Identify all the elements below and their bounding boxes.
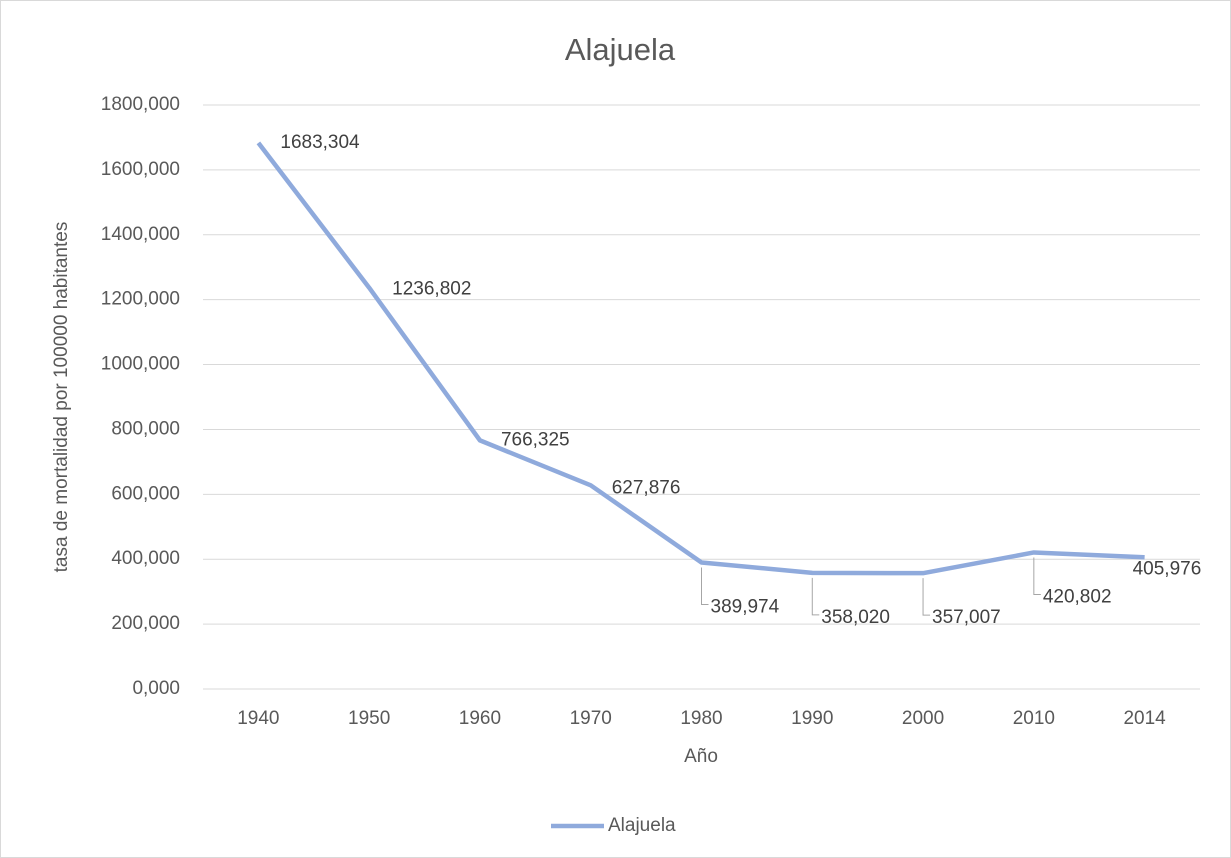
data-label: 358,020: [821, 607, 890, 628]
y-tick-label: 200,000: [111, 613, 180, 634]
leader-line: [701, 567, 709, 605]
leader-line: [922, 578, 931, 616]
y-tick-label: 400,000: [111, 548, 180, 569]
legend-label: Alajuela: [608, 815, 676, 836]
x-tick-label: 1950: [348, 708, 390, 729]
y-tick-label: 0,000: [132, 678, 180, 699]
data-label: 766,325: [501, 429, 570, 450]
data-label: 627,876: [612, 477, 681, 498]
x-tick-label: 2000: [902, 708, 944, 729]
x-tick-label: 2014: [1123, 708, 1166, 729]
x-axis-label: Año: [684, 746, 718, 767]
x-tick-label: 1940: [237, 708, 279, 729]
data-label: 420,802: [1043, 586, 1112, 607]
y-tick-label: 800,000: [111, 418, 180, 439]
leader-line: [1033, 557, 1041, 595]
y-tick-label: 1000,000: [101, 354, 180, 375]
x-tick-label: 1960: [459, 708, 501, 729]
data-label: 1236,802: [392, 279, 471, 300]
y-tick-label: 1800,000: [101, 94, 180, 115]
y-tick-label: 1600,000: [101, 159, 180, 180]
y-tick-label: 600,000: [111, 483, 180, 504]
data-label: 389,974: [711, 596, 780, 617]
data-label: 405,976: [1133, 558, 1202, 579]
y-tick-label: 1400,000: [101, 224, 180, 245]
y-tick-label: 1200,000: [101, 289, 180, 310]
x-tick-label: 1970: [570, 708, 612, 729]
chart-title: Alajuela: [565, 32, 676, 67]
series-line: [256, 141, 1145, 576]
data-label: 357,007: [932, 607, 1001, 628]
x-tick-label: 2010: [1013, 708, 1055, 729]
x-tick-label: 1990: [791, 708, 833, 729]
x-tick-label: 1980: [680, 708, 722, 729]
data-label: 1683,304: [280, 132, 360, 153]
y-axis-label: tasa de mortalidad por 100000 habitantes: [51, 222, 72, 573]
leader-line: [811, 577, 820, 616]
